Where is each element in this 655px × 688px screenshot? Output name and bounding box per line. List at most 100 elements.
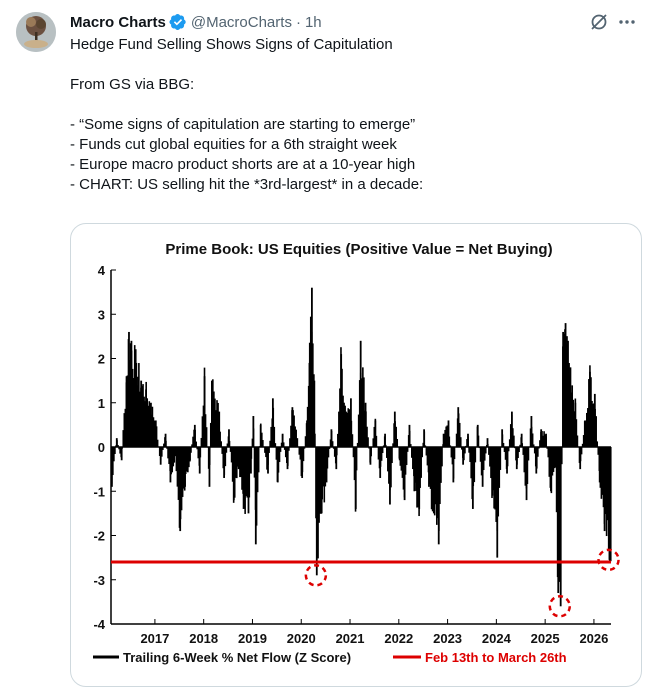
grok-icon[interactable]: [589, 12, 609, 32]
data-bar: [250, 447, 252, 474]
y-tick-label: 4: [98, 263, 106, 278]
data-bar: [566, 336, 568, 447]
data-bar: [408, 424, 411, 447]
data-bar: [551, 447, 554, 476]
data-bar: [335, 447, 338, 470]
data-bar: [470, 447, 472, 479]
data-bar: [490, 447, 492, 479]
data-bar: [180, 447, 183, 511]
more-options-icon[interactable]: [617, 12, 637, 32]
data-bar: [401, 447, 404, 478]
data-bar: [264, 447, 266, 453]
data-bar: [559, 447, 562, 607]
author-name[interactable]: Macro Charts: [70, 13, 166, 31]
data-bar: [579, 447, 582, 470]
data-bar: [340, 354, 343, 447]
data-bar: [479, 447, 482, 462]
data-bar: [286, 447, 289, 470]
data-bar: [502, 442, 505, 447]
data-bar: [592, 404, 594, 447]
data-bar: [322, 447, 325, 487]
data-bar: [240, 447, 242, 478]
data-bar: [473, 447, 476, 483]
data-bar: [474, 447, 477, 463]
data-bar: [476, 424, 479, 447]
data-bar: [562, 331, 565, 447]
data-bar: [494, 447, 496, 510]
data-bar: [604, 447, 607, 515]
data-bar: [517, 447, 519, 459]
data-bar: [398, 447, 401, 461]
data-bar: [131, 368, 134, 447]
data-bar: [363, 377, 365, 447]
data-bar: [177, 447, 180, 500]
data-bar: [296, 438, 299, 447]
data-bar: [236, 447, 238, 479]
data-bar: [258, 446, 261, 447]
data-bar: [130, 340, 133, 447]
data-bar: [497, 447, 500, 517]
data-bar: [293, 415, 295, 447]
data-bar: [119, 447, 121, 454]
data-bar: [406, 447, 409, 452]
data-bar: [338, 411, 340, 447]
data-bar: [547, 447, 550, 458]
data-bar: [588, 379, 590, 447]
data-bar: [602, 447, 605, 508]
data-bar: [146, 398, 149, 447]
data-bar: [200, 437, 203, 447]
data-bar: [159, 447, 162, 465]
data-bar: [193, 424, 196, 447]
data-bar: [512, 428, 514, 447]
data-bar: [409, 444, 412, 447]
data-bar: [423, 429, 425, 447]
data-bar: [140, 380, 143, 447]
data-bar: [411, 447, 413, 458]
data-bar: [301, 447, 304, 478]
timestamp[interactable]: 1h: [304, 13, 322, 31]
data-bar: [330, 429, 333, 447]
data-bar: [369, 447, 372, 465]
data-bar: [392, 443, 394, 447]
data-bar: [558, 447, 561, 582]
data-bar: [213, 391, 215, 447]
data-bar: [168, 447, 170, 465]
data-bar: [209, 422, 212, 447]
data-bar: [523, 447, 526, 473]
data-bar: [372, 438, 375, 447]
data-bar: [172, 447, 175, 467]
data-bar: [489, 447, 491, 467]
data-bar: [434, 447, 437, 505]
data-bar: [387, 447, 389, 472]
y-tick-label: 2: [98, 352, 105, 367]
data-bar: [345, 411, 347, 447]
data-bar: [386, 447, 388, 458]
data-bar: [491, 447, 494, 496]
y-tick-label: -2: [93, 529, 105, 544]
data-bar: [508, 439, 511, 447]
data-bar: [111, 447, 113, 487]
data-bar: [564, 323, 567, 447]
tweet-media-chart[interactable]: Prime Book: US Equities (Positive Value …: [70, 223, 642, 687]
data-bar: [507, 447, 510, 452]
data-bar: [220, 441, 222, 447]
data-bar: [245, 447, 247, 497]
x-tick-label: 2026: [579, 631, 608, 646]
avatar[interactable]: [16, 12, 56, 52]
author-handle[interactable]: @MacroCharts: [190, 13, 292, 31]
data-bar: [450, 447, 453, 458]
data-bar: [242, 447, 245, 509]
data-bar: [308, 362, 311, 447]
data-bar: [533, 447, 536, 454]
data-bar: [420, 447, 422, 478]
data-bar: [278, 447, 281, 463]
data-bar: [524, 447, 527, 486]
data-bar: [503, 447, 506, 452]
data-bar: [294, 426, 296, 447]
data-bar: [495, 447, 497, 522]
data-bar: [259, 424, 262, 447]
data-bar: [132, 378, 135, 447]
data-bar: [276, 447, 279, 483]
data-bar: [375, 435, 378, 447]
data-bar: [587, 408, 589, 447]
